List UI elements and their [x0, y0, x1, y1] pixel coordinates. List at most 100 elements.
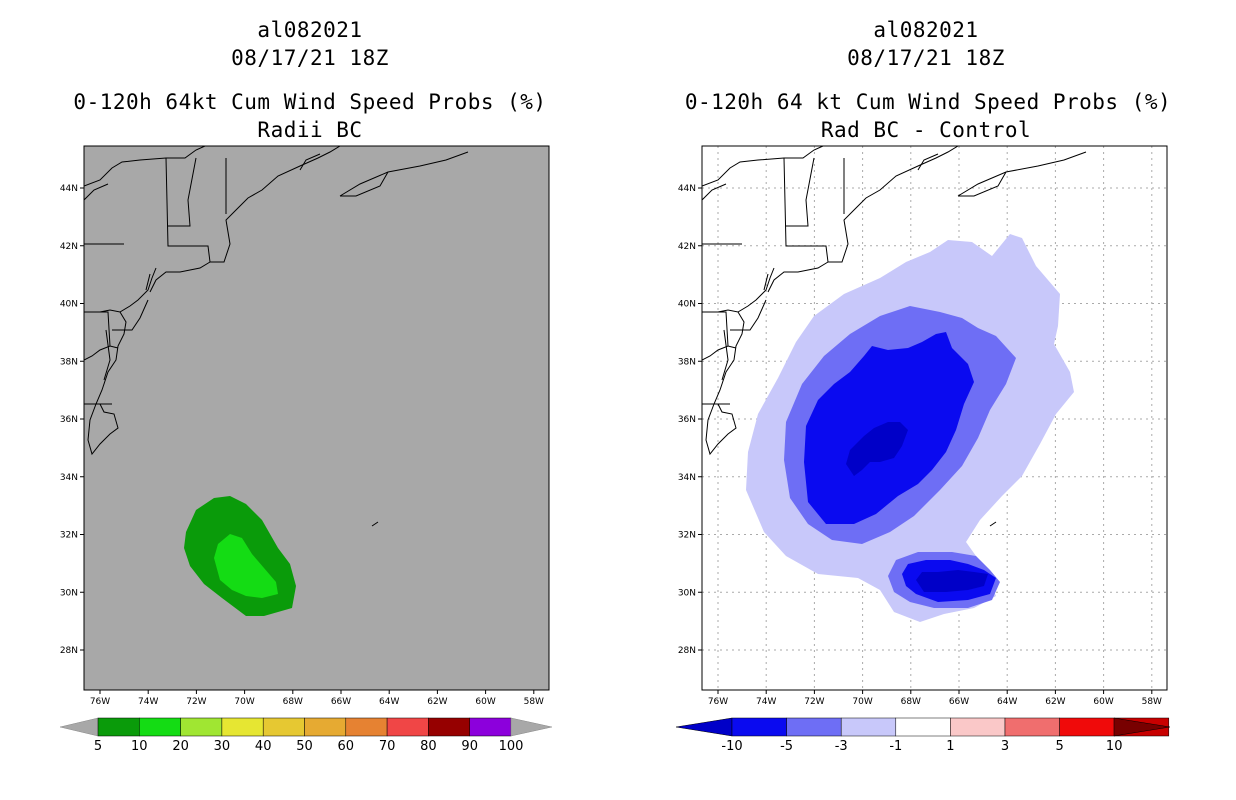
colorbar-swatch	[950, 717, 1006, 737]
right-colorbar-high-arrow	[1113, 717, 1171, 737]
lon-label: 74W	[756, 697, 776, 707]
left-storm-id: al082021	[257, 18, 363, 42]
left-subtitle: Radii BC	[257, 118, 363, 142]
colorbar-swatch	[304, 717, 347, 737]
left-lat-labels: 44N 42N 40N 38N 36N 34N 32N 30N 28N	[60, 184, 78, 656]
colorbar-label: 60	[338, 739, 355, 754]
lat-label: 30N	[678, 588, 696, 598]
lat-label: 44N	[678, 184, 696, 194]
left-product-title: 0-120h 64kt Cum Wind Speed Probs (%)	[73, 90, 547, 114]
colorbar-swatch	[139, 717, 181, 737]
lat-label: 32N	[60, 531, 78, 541]
lat-label: 32N	[678, 531, 696, 541]
colorbar-label: 40	[255, 739, 272, 754]
left-lon-labels: 76W 74W 72W 70W 68W 66W 64W 62W 60W 58W	[90, 697, 544, 707]
colorbar-label: 80	[420, 739, 437, 754]
left-prob-contour-10	[214, 534, 278, 598]
lon-label: 76W	[90, 697, 110, 707]
lat-label: 28N	[60, 646, 78, 656]
colorbar-label: 20	[172, 739, 189, 754]
lon-label: 76W	[708, 697, 728, 707]
colorbar-swatch	[428, 717, 470, 737]
left-axis-ticks	[80, 187, 535, 694]
lat-label: 40N	[678, 300, 696, 310]
colorbar-label: 100	[499, 739, 524, 754]
colorbar-swatch	[386, 717, 429, 737]
lat-label: 38N	[60, 357, 78, 367]
lon-label: 62W	[1045, 697, 1065, 707]
lat-label: 30N	[60, 588, 78, 598]
colorbar-swatch	[262, 717, 305, 737]
colorbar-label: 10	[1106, 739, 1123, 754]
right-diff-contour-minus10	[846, 422, 908, 476]
lon-label: 66W	[331, 697, 351, 707]
lat-label: 42N	[60, 242, 78, 252]
lon-label: 72W	[804, 697, 824, 707]
lon-label: 62W	[427, 697, 447, 707]
colorbar-label: 10	[131, 739, 148, 754]
lat-label: 38N	[678, 357, 696, 367]
right-axis-ticks	[698, 187, 1153, 694]
colorbar-label: 50	[296, 739, 313, 754]
colorbar-swatch	[786, 717, 842, 737]
right-colorbar: -10 -5 -3 -1 1 3 5 10	[675, 717, 1171, 754]
lon-label: 68W	[283, 697, 303, 707]
lon-label: 66W	[949, 697, 969, 707]
lon-label: 70W	[852, 697, 872, 707]
left-colorbar: 5 10 20 30 40 50 60 70 80 90 100	[59, 717, 553, 754]
right-coastline	[702, 146, 1087, 456]
lat-label: 44N	[60, 184, 78, 194]
lon-label: 74W	[138, 697, 158, 707]
colorbar-swatch	[97, 717, 140, 737]
left-map: 44N 42N 40N 38N 36N 34N 32N 30N 28N 76W 74W 72W 70W…	[59, 145, 553, 754]
right-diff-contour-minus10-south	[916, 570, 988, 592]
left-coastline	[84, 146, 469, 456]
right-storm-id: al082021	[873, 18, 979, 42]
lon-label: 64W	[997, 697, 1017, 707]
lat-label: 40N	[60, 300, 78, 310]
colorbar-swatch	[180, 717, 223, 737]
colorbar-label: 70	[379, 739, 396, 754]
left-map-background	[84, 146, 549, 690]
colorbar-label: -10	[721, 739, 742, 754]
lon-label: 58W	[524, 697, 544, 707]
colorbar-swatch	[840, 717, 897, 737]
right-lon-labels: 76W 74W 72W 70W 68W 66W 64W 62W 60W 58W	[708, 697, 1162, 707]
colorbar-label: 5	[94, 739, 102, 754]
lat-label: 28N	[678, 646, 696, 656]
right-lat-labels: 44N 42N 40N 38N 36N 34N 32N 30N 28N	[678, 184, 696, 656]
colorbar-label: 90	[461, 739, 478, 754]
colorbar-swatch	[895, 717, 951, 737]
colorbar-swatch	[1004, 717, 1060, 737]
colorbar-swatch	[469, 717, 512, 737]
right-map: 44N 42N 40N 38N 36N 34N 32N 30N 28N 76W 74W 72W 70W…	[675, 145, 1171, 754]
colorbar-swatch	[221, 717, 264, 737]
lon-label: 58W	[1142, 697, 1162, 707]
colorbar-label: 5	[1055, 739, 1063, 754]
lon-label: 68W	[901, 697, 921, 707]
colorbar-label: -3	[835, 739, 848, 754]
lat-label: 36N	[678, 415, 696, 425]
right-datetime: 08/17/21 18Z	[847, 46, 1005, 70]
lat-label: 34N	[60, 473, 78, 483]
lon-label: 60W	[475, 697, 495, 707]
lon-label: 70W	[234, 697, 254, 707]
colorbar-label: -1	[889, 739, 902, 754]
right-subtitle: Rad BC - Control	[820, 118, 1032, 142]
right-colorbar-low-arrow	[675, 717, 733, 737]
lat-label: 34N	[678, 473, 696, 483]
right-product-title: 0-120h 64 kt Cum Wind Speed Probs (%)	[684, 90, 1172, 114]
lon-label: 72W	[186, 697, 206, 707]
colorbar-label: 30	[214, 739, 231, 754]
lat-label: 36N	[60, 415, 78, 425]
colorbar-label: 3	[1001, 739, 1009, 754]
lat-label: 42N	[678, 242, 696, 252]
left-colorbar-low-arrow	[59, 717, 99, 737]
left-datetime: 08/17/21 18Z	[231, 46, 389, 70]
lon-label: 64W	[379, 697, 399, 707]
left-colorbar-high-arrow	[510, 717, 553, 737]
colorbar-swatch	[345, 717, 388, 737]
colorbar-label: 1	[946, 739, 954, 754]
colorbar-swatch	[1059, 717, 1115, 737]
lon-label: 60W	[1093, 697, 1113, 707]
